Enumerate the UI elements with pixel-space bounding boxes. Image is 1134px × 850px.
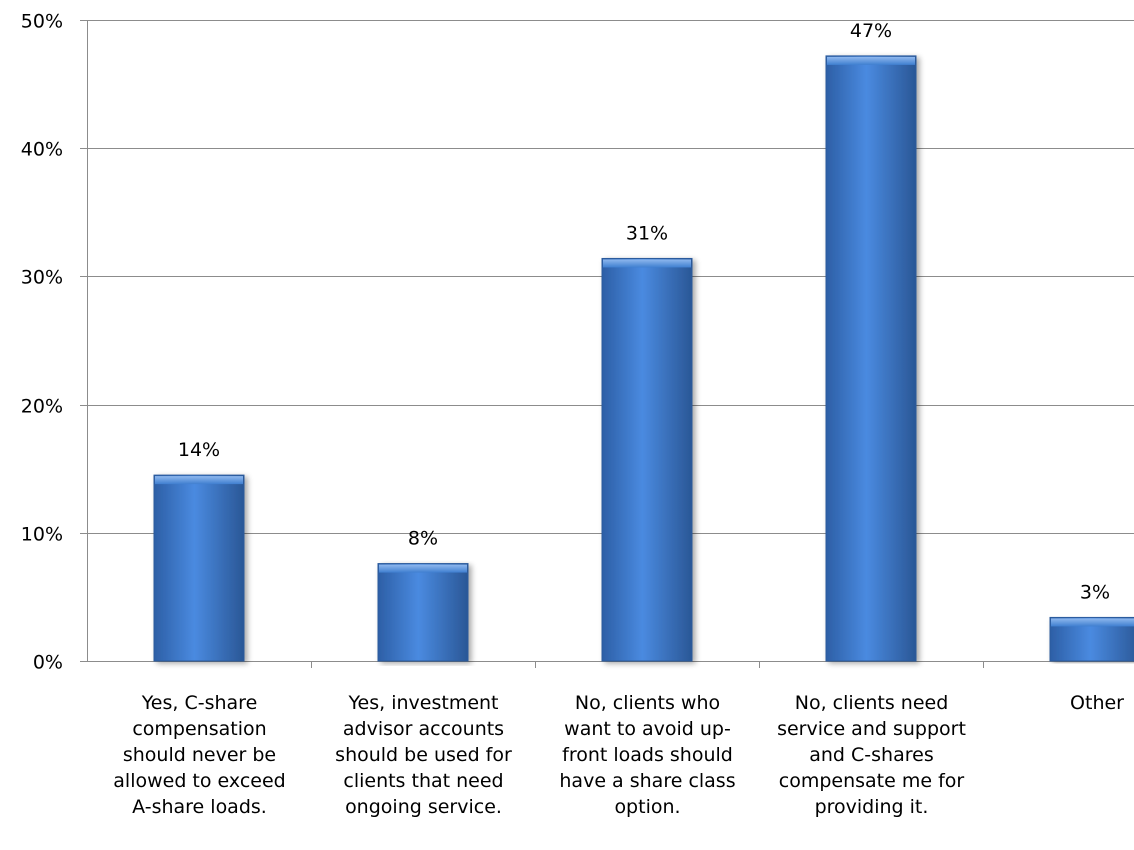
axes: 0% 10% 20% 30% 40% 50% — [21, 11, 1134, 674]
y-tick-label: 10% — [21, 524, 63, 546]
data-label: 31% — [626, 222, 668, 244]
bar — [377, 563, 469, 662]
bar — [153, 474, 245, 662]
x-category-label: No, clients who want to avoid up-front lo… — [559, 692, 736, 818]
y-tick-label: 50% — [21, 11, 63, 33]
bar — [601, 257, 693, 662]
x-category-label: No, clients need service and support and C… — [777, 692, 966, 818]
data-labels: 14% 8% 31% 47% 3% — [178, 20, 1110, 604]
y-tick-label: 20% — [21, 396, 63, 418]
y-tick-label: 30% — [21, 267, 63, 289]
bars — [153, 55, 1134, 662]
x-category-label: Other — [1070, 692, 1124, 714]
data-label: 3% — [1080, 581, 1110, 603]
data-label: 47% — [850, 20, 892, 42]
x-category-label: Yes, C-share compensation should never be a… — [113, 692, 286, 818]
bar — [825, 55, 917, 662]
x-category-label: Yes, investment advisor accounts should be… — [335, 692, 512, 818]
y-tick-label: 0% — [33, 652, 63, 674]
bar — [1049, 616, 1134, 662]
data-label: 8% — [408, 528, 438, 550]
data-label: 14% — [178, 439, 220, 461]
y-tick-label: 40% — [21, 139, 63, 161]
